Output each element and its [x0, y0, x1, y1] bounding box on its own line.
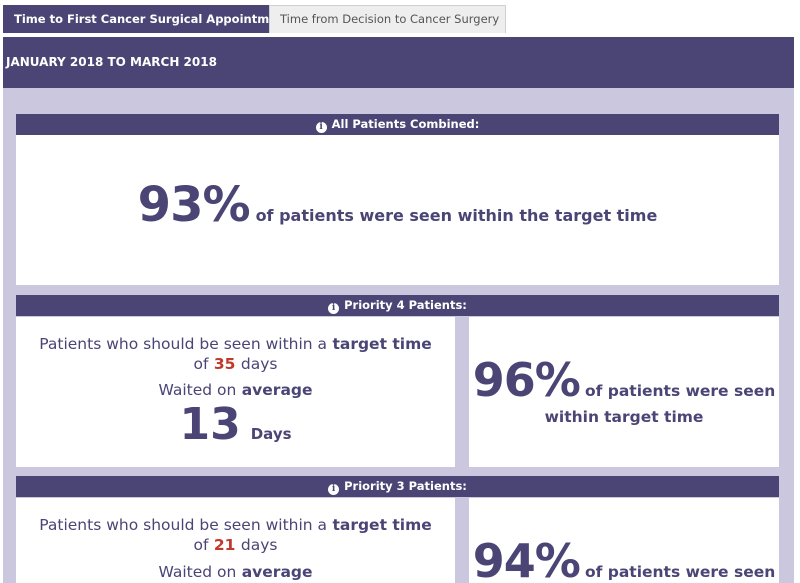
info-icon[interactable]: i: [315, 122, 327, 133]
all-patients-panel: 93% of patients were seen within the targ…: [16, 135, 779, 285]
all-patients-stat: 93% of patients were seen within the targ…: [16, 177, 779, 233]
priority3-stat: 94% of patients were seen: [469, 534, 779, 583]
priority4-left-panel: Patients who should be seen within a tar…: [16, 317, 455, 467]
priority3-right-panel: 94% of patients were seen: [469, 498, 779, 583]
priority4-right-panel: 96% of patients were seen within target …: [469, 317, 779, 467]
priority3-target-text: Patients who should be seen within a tar…: [39, 516, 432, 554]
priority3-percent: 94%: [472, 534, 581, 583]
priority4-target-text: Patients who should be seen within a tar…: [39, 335, 432, 373]
priority4-target-days: 35: [213, 355, 236, 373]
priority4-stat: 96% of patients were seen within target …: [472, 353, 776, 426]
priority3-header: i Priority 3 Patients:: [16, 476, 779, 497]
priority4-waited-label: Waited on average: [158, 381, 313, 399]
tab-decision-to-surgery[interactable]: Time from Decision to Cancer Surgery: [269, 5, 506, 33]
priority4-header-label: Priority 4 Patients:: [344, 298, 467, 312]
priority4-percent: 96%: [472, 353, 581, 407]
priority3-target-days: 21: [213, 536, 236, 554]
priority4-average-stat: 13 Days: [16, 399, 455, 450]
priority3-left-panel: Patients who should be seen within a tar…: [16, 498, 455, 583]
info-icon[interactable]: i: [328, 303, 340, 314]
all-patients-percent: 93%: [137, 177, 251, 233]
all-patients-header: i All Patients Combined:: [16, 114, 779, 135]
all-patients-text: of patients were seen within the target …: [255, 206, 658, 225]
tab-bar: Time to First Cancer Surgical Appointmen…: [0, 0, 800, 36]
priority4-average-unit: Days: [250, 425, 292, 443]
period-title: JANUARY 2018 TO MARCH 2018: [3, 37, 794, 88]
priority4-average-days: 13: [179, 399, 241, 450]
info-icon[interactable]: i: [328, 484, 340, 495]
priority3-header-label: Priority 3 Patients:: [344, 479, 467, 493]
priority3-waited-label: Waited on average: [158, 563, 313, 581]
all-patients-header-label: All Patients Combined:: [331, 117, 480, 131]
content-frame: JANUARY 2018 TO MARCH 2018 i All Patients…: [3, 37, 794, 583]
tab-first-appointment[interactable]: Time to First Cancer Surgical Appointmen…: [3, 5, 291, 33]
priority4-header: i Priority 4 Patients:: [16, 295, 779, 316]
